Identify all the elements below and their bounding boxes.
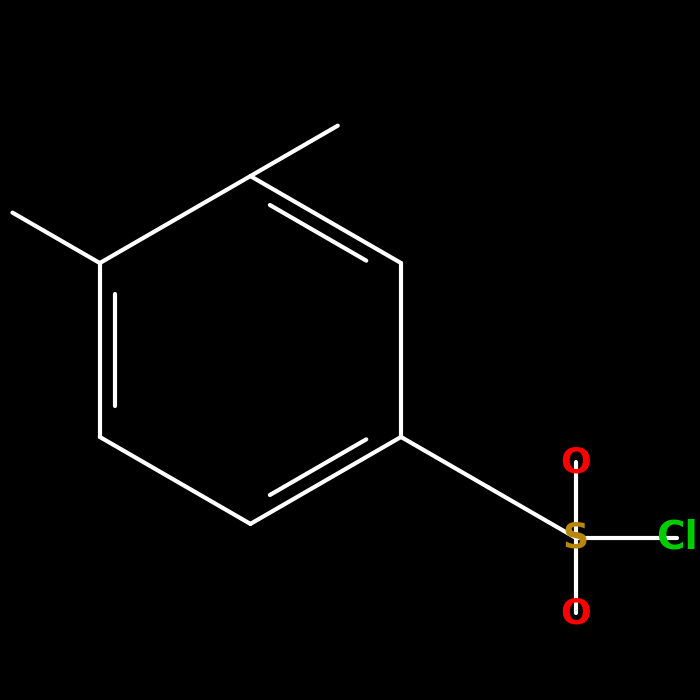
Text: O: O: [561, 445, 591, 480]
Text: O: O: [561, 596, 591, 631]
Text: Cl: Cl: [656, 519, 697, 557]
Text: S: S: [563, 521, 589, 555]
